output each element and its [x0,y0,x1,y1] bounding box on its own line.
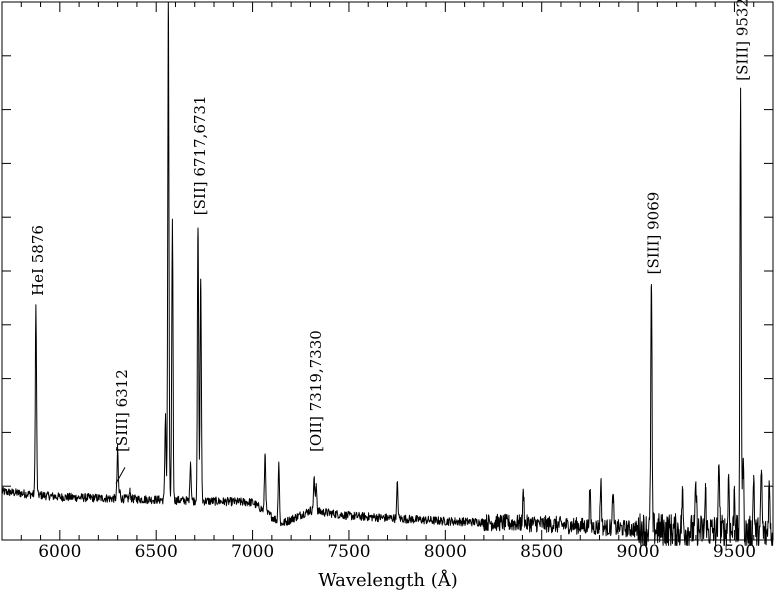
line-annotation: [SII] 6717,6731 [191,95,209,215]
line-annotation: [OII] 7319,7330 [307,330,325,452]
x-tick-labels: 6000 6500 7000 7500 8000 8500 9000 9500 [38,542,756,562]
x-tick-label: 6000 [38,542,81,562]
x-tick-label: 8000 [424,542,467,562]
line-annotation: [SIII] 6312 [113,369,131,452]
line-annotations: HeI 5876[SIII] 6312Hα[SII] 6717,6731[OII… [29,0,752,484]
x-tick-label: 6500 [135,542,178,562]
x-tick-label: 9000 [616,542,659,562]
x-tick-label: 7000 [231,542,274,562]
x-tick-label: 9500 [713,542,756,562]
plot-frame [1,1,774,541]
line-annotation: [SIII] 9532 [734,0,752,81]
x-tick-label: 8500 [520,542,563,562]
line-annotation: [SIII] 9069 [644,192,662,275]
annotation-pointer [115,467,126,484]
spectrum-line [1,1,774,546]
x-tick-label: 7500 [327,542,370,562]
line-annotation: HeI 5876 [29,225,47,296]
x-axis-label: Wavelength (Å) [318,569,458,591]
